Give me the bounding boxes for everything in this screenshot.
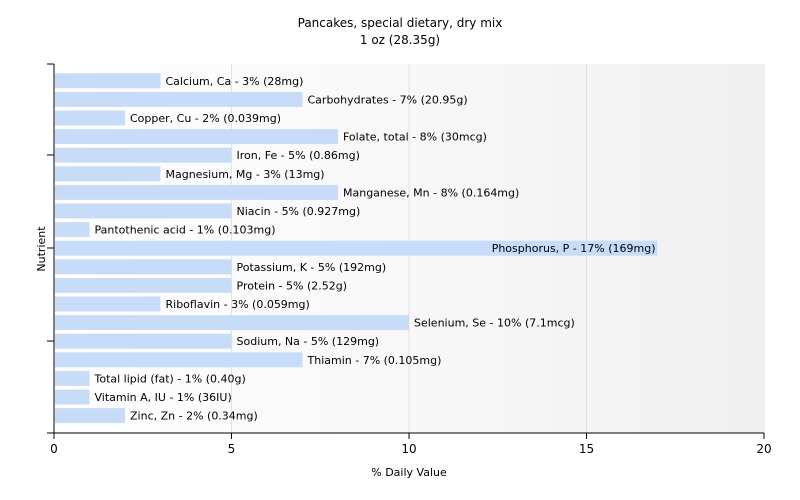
bar-label: Thiamin - 7% (0.105mg) [307, 354, 442, 367]
y-axis-label: Nutrient [35, 226, 48, 272]
x-tick-label: 10 [401, 442, 416, 456]
bar [55, 370, 90, 386]
bar [55, 315, 409, 331]
bar-label: Sodium, Na - 5% (129mg) [237, 335, 380, 348]
bar [55, 147, 232, 163]
bar [55, 129, 338, 145]
bar [55, 166, 161, 182]
bar-label: Niacin - 5% (0.927mg) [237, 205, 361, 218]
bar-label: Manganese, Mn - 8% (0.164mg) [343, 186, 519, 199]
bar [55, 259, 232, 275]
bar-label: Pantothenic acid - 1% (0.103mg) [95, 224, 276, 237]
bar [55, 91, 303, 107]
bar [55, 184, 338, 200]
x-tick-label: 15 [579, 442, 594, 456]
bar [55, 240, 658, 256]
x-axis-ticks: 0 5 10 15 20 [50, 433, 772, 456]
bar-label: Iron, Fe - 5% (0.86mg) [237, 149, 360, 162]
bar-label: Riboflavin - 3% (0.059mg) [166, 298, 310, 311]
chart-subtitle: 1 oz (28.35g) [360, 33, 440, 47]
bar [55, 222, 90, 238]
bar [55, 352, 303, 368]
bar [55, 277, 232, 293]
bar [55, 110, 125, 126]
x-tick-label: 20 [756, 442, 771, 456]
chart-title: Pancakes, special dietary, dry mix [298, 16, 503, 30]
bar-label: Total lipid (fat) - 1% (0.40g) [94, 372, 246, 385]
x-tick-label: 5 [228, 442, 236, 456]
bar-label: Magnesium, Mg - 3% (13mg) [166, 168, 325, 181]
bar [55, 296, 161, 312]
bar-label: Copper, Cu - 2% (0.039mg) [130, 112, 281, 125]
bar [55, 408, 125, 424]
y-axis-ticks [47, 63, 54, 434]
x-tick-label: 0 [50, 442, 58, 456]
bar-label: Potassium, K - 5% (192mg) [237, 261, 387, 274]
bar-label: Zinc, Zn - 2% (0.34mg) [130, 410, 258, 423]
bar-label: Vitamin A, IU - 1% (36IU) [95, 391, 232, 404]
bar [55, 389, 90, 405]
bar-label: Carbohydrates - 7% (20.95g) [308, 93, 468, 106]
bar-label: Calcium, Ca - 3% (28mg) [166, 75, 304, 88]
bar-label: Selenium, Se - 10% (7.1mcg) [414, 317, 575, 330]
bar [55, 333, 232, 349]
bar-label: Phosphorus, P - 17% (169mg) [492, 242, 656, 255]
bar-label: Protein - 5% (2.52g) [237, 279, 348, 292]
bar-labels: Calcium, Ca - 3% (28mg) Carbohydrates - 7… [94, 75, 656, 423]
x-axis-label: % Daily Value [371, 466, 447, 479]
bars [55, 73, 658, 424]
bar [55, 73, 161, 89]
bar-label: Folate, total - 8% (30mcg) [343, 131, 487, 144]
bar [55, 203, 232, 219]
